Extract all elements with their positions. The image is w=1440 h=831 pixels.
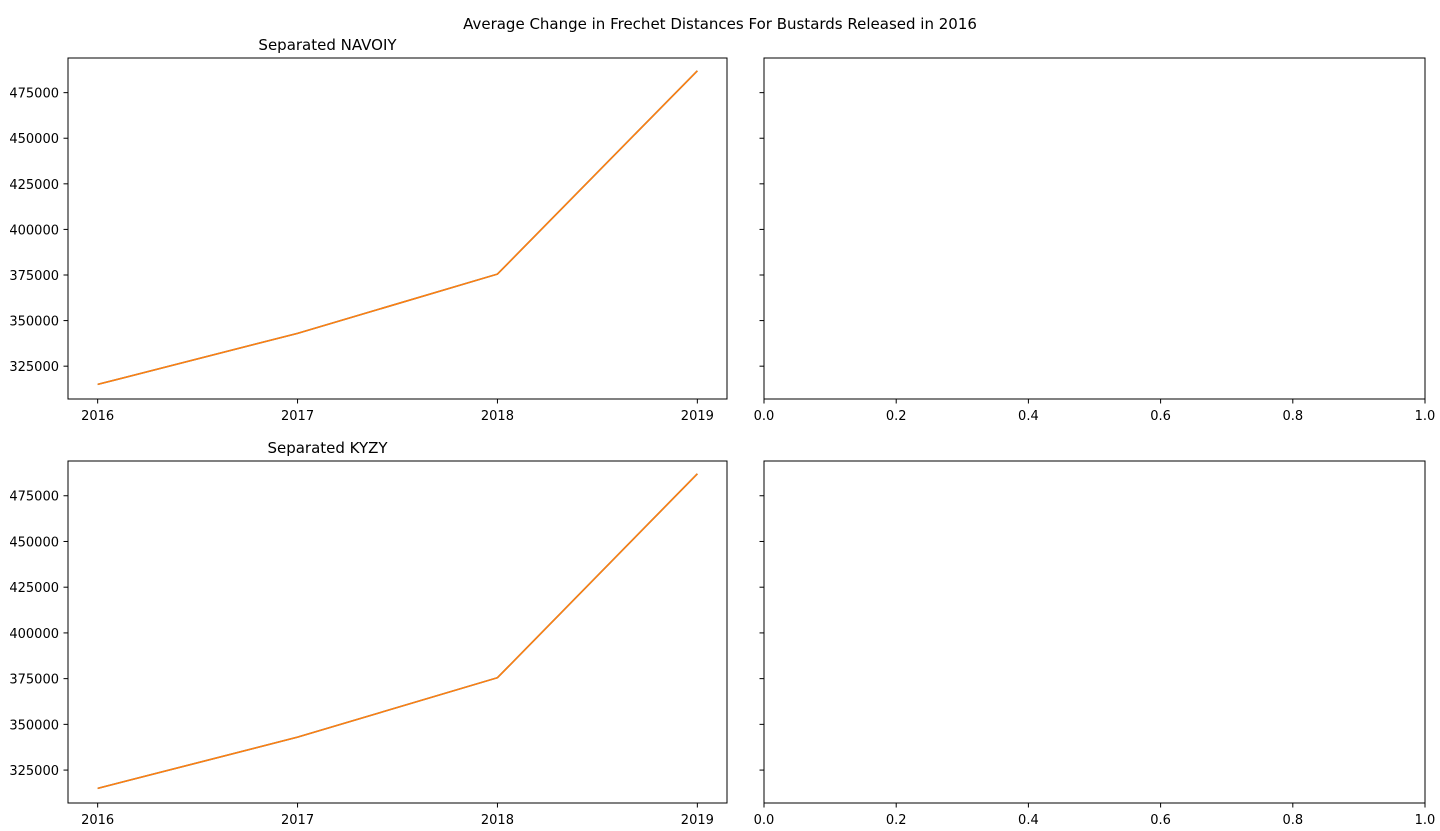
- x-tick-label: 0.2: [886, 409, 907, 424]
- y-tick-label: 425000: [9, 581, 59, 596]
- chart-panel-1: Separated NAVOIY 2016 2017 2018 2019 325000 35…: [9, 36, 728, 424]
- chart-panel-3: Separated KYZY 2016 2017 2018 2019 325000 3500…: [9, 439, 728, 828]
- panel-title: Separated KYZY: [267, 439, 388, 457]
- y-tick-label: 375000: [9, 673, 59, 688]
- x-tick-label: 1.0: [1415, 409, 1436, 424]
- y-tick-label: 325000: [9, 360, 59, 375]
- x-tick-label: 0.0: [754, 409, 775, 424]
- y-tick-label: 350000: [9, 315, 59, 330]
- y-tick-label: 475000: [9, 490, 59, 505]
- x-tick-label: 2018: [481, 813, 514, 828]
- x-tick-label: 2016: [81, 813, 114, 828]
- y-tick-label: 400000: [9, 223, 59, 238]
- x-tick-label: 0.2: [886, 813, 907, 828]
- panel-title: Separated NAVOIY: [258, 36, 397, 54]
- axes-frame: [763, 460, 1426, 804]
- axes-frame: [67, 57, 728, 400]
- x-tick-label: 0.0: [754, 813, 775, 828]
- x-tick-label: 2018: [481, 409, 514, 424]
- x-tick-label: 2016: [81, 409, 114, 424]
- series-line: [97, 473, 698, 790]
- x-tick-label: 0.6: [1150, 409, 1171, 424]
- x-tick-label: 0.8: [1282, 813, 1303, 828]
- figure-title: Average Change in Frechet Distances For …: [463, 15, 977, 33]
- y-tick-label: 475000: [9, 87, 59, 102]
- x-tick-label: 0.8: [1282, 409, 1303, 424]
- series-line: [97, 70, 698, 386]
- axes-frame: [67, 460, 728, 804]
- y-tick-label: 325000: [9, 764, 59, 779]
- chart-panel-2: 0.0 0.2 0.4 0.6 0.8 1.0: [754, 57, 1436, 424]
- y-tick-label: 400000: [9, 627, 59, 642]
- x-tick-label: 1.0: [1415, 813, 1436, 828]
- series-line: [97, 70, 698, 386]
- y-tick-label: 350000: [9, 718, 59, 733]
- series-line: [97, 473, 698, 790]
- y-tick-label: 425000: [9, 178, 59, 193]
- x-tick-label: 2017: [281, 409, 314, 424]
- axes-frame: [763, 57, 1426, 400]
- x-tick-label: 2019: [681, 813, 714, 828]
- y-tick-label: 450000: [9, 535, 59, 550]
- x-tick-label: 0.4: [1018, 813, 1039, 828]
- chart-panel-4: 0.0 0.2 0.4 0.6 0.8 1.0: [754, 460, 1436, 828]
- x-tick-label: 0.6: [1150, 813, 1171, 828]
- y-tick-label: 375000: [9, 269, 59, 284]
- x-tick-label: 0.4: [1018, 409, 1039, 424]
- y-tick-label: 450000: [9, 132, 59, 147]
- x-tick-label: 2017: [281, 813, 314, 828]
- x-tick-label: 2019: [681, 409, 714, 424]
